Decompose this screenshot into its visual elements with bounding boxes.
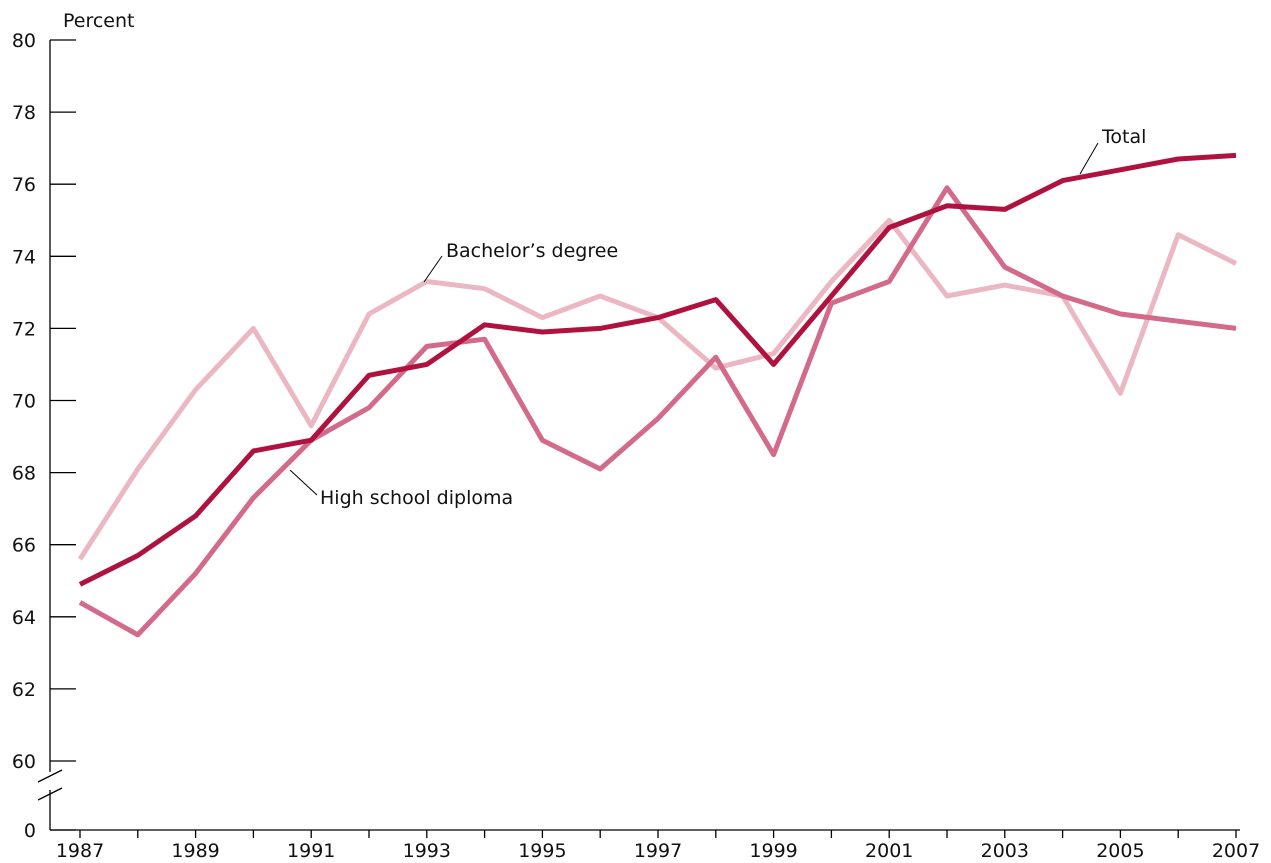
x-tick-label: 2007 <box>1212 840 1260 862</box>
y-axis-break-mark <box>37 769 63 783</box>
y-tick-label: 72 <box>12 318 36 340</box>
x-tick-label: 1987 <box>56 840 104 862</box>
y-axis-break-mark <box>37 787 63 801</box>
y-tick-label: 60 <box>12 751 36 773</box>
x-tick-label: 1997 <box>634 840 682 862</box>
high-school-leader-line <box>289 469 318 496</box>
series-line-high-school-diploma <box>78 185 1237 638</box>
y-tick-label: 80 <box>12 30 36 52</box>
y-tick-label: 70 <box>12 391 36 413</box>
series-label-high-school-diploma: High school diploma <box>320 487 513 509</box>
y-tick-label: 76 <box>12 174 36 196</box>
y-tick-label: 62 <box>12 679 36 701</box>
x-axis: 1987 1989 1991 1993 1995 1997 1999 2001 2003 2005… <box>50 829 1260 862</box>
series-lines <box>77 152 1238 638</box>
x-tick-label: 2005 <box>1096 840 1144 862</box>
bachelors-leader-line <box>423 255 443 283</box>
series-line-bachelor-s-degree <box>77 217 1238 561</box>
y-tick-label: 64 <box>12 607 36 629</box>
y-tick-label: 0 <box>24 820 36 842</box>
series-label-bachelors-degree: Bachelor’s degree <box>446 240 618 262</box>
x-tick-label: 2003 <box>981 840 1029 862</box>
y-axis-unit-label: Percent <box>63 10 135 32</box>
x-tick-label: 1989 <box>171 840 219 862</box>
total-leader-line <box>1079 142 1099 175</box>
x-tick-label: 1999 <box>749 840 797 862</box>
series-line-total <box>78 152 1237 587</box>
x-tick-label: 1995 <box>518 840 566 862</box>
x-tick-label: 2001 <box>865 840 913 862</box>
y-tick-label: 78 <box>12 102 36 124</box>
y-tick-label: 74 <box>12 246 36 268</box>
series-labels: Total Bachelor’s degree High school dipl… <box>289 126 1146 509</box>
y-tick-label: 66 <box>12 535 36 557</box>
y-tick-label: 68 <box>12 463 36 485</box>
x-tick-label: 1993 <box>403 840 451 862</box>
series-label-total: Total <box>1101 126 1146 148</box>
y-axis: 80 78 76 74 72 70 68 66 64 62 60 0 <box>12 30 76 842</box>
x-tick-label: 1991 <box>287 840 335 862</box>
